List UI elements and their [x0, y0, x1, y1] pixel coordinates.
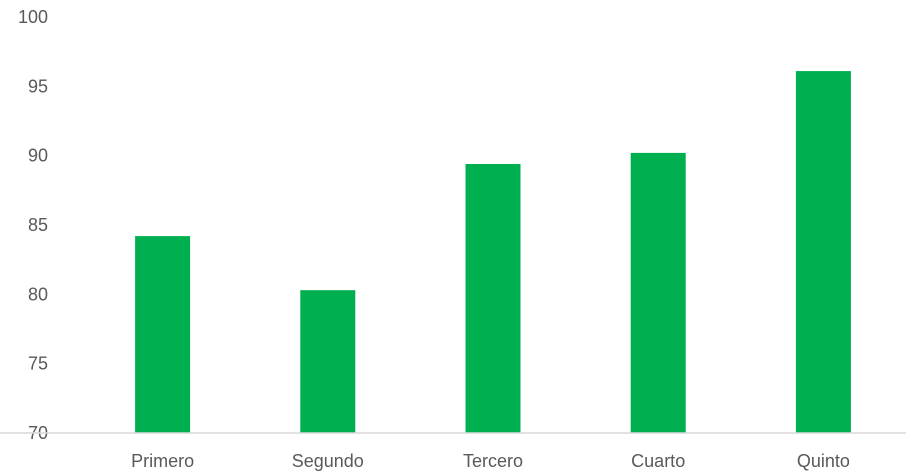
- x-category-label: Tercero: [463, 451, 523, 471]
- bar-tercero: [465, 163, 521, 433]
- bar-cuarto: [630, 152, 686, 434]
- bar-primero: [135, 236, 191, 433]
- y-tick-label: 95: [28, 76, 48, 96]
- bar-quinto: [795, 71, 851, 433]
- x-axis-category-labels: Primero Segundo Tercero Cuarto Quinto: [131, 451, 850, 471]
- x-category-label: Quinto: [797, 451, 850, 471]
- x-category-label: Primero: [131, 451, 194, 471]
- bar-segundo: [300, 290, 356, 433]
- y-tick-label: 100: [18, 7, 48, 27]
- bars: [135, 71, 851, 434]
- y-tick-label: 75: [28, 354, 48, 374]
- x-category-label: Cuarto: [631, 451, 685, 471]
- y-tick-label: 90: [28, 146, 48, 166]
- x-category-label: Segundo: [292, 451, 364, 471]
- y-tick-label: 85: [28, 215, 48, 235]
- y-tick-label: 80: [28, 284, 48, 304]
